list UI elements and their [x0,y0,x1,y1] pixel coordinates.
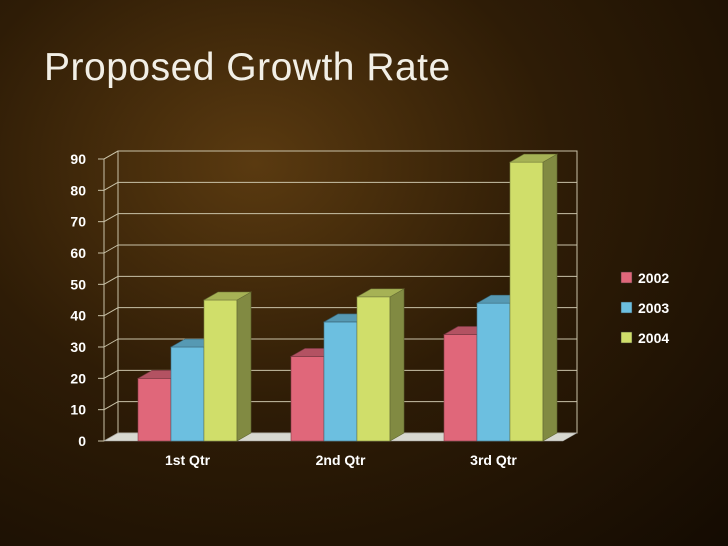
legend-swatch [620,301,633,314]
bar-2004-1 [355,288,406,442]
gridline-side [103,275,119,285]
bar-front [170,346,205,442]
chart-bars [136,153,559,442]
gridline-side [103,369,119,379]
legend-swatch [620,331,633,344]
legend-label: 2002 [638,270,669,286]
bar-side [236,291,252,442]
bar-side [542,153,558,442]
gridline-side [103,307,119,317]
x-tick-label: 3rd Qtr [470,452,517,468]
y-tick-label: 40 [70,308,86,324]
y-tick-label: 10 [70,402,86,418]
x-tick-label: 1st Qtr [165,452,211,468]
bar-front [323,321,358,442]
bar-top [508,153,559,163]
gridline-side [103,401,119,411]
y-tick-label: 80 [70,182,86,198]
y-axis-ticks: 0 10 20 30 40 50 60 70 80 90 [70,151,104,449]
legend-label: 2004 [638,330,669,346]
side-wall-top [103,150,119,160]
bar-top [355,288,406,298]
bar-2004-2 [508,153,559,442]
bar-side [389,288,405,442]
gridline-side [103,244,119,254]
gridline-side [103,338,119,348]
x-axis-ticks: 1st Qtr 2nd Qtr 3rd Qtr [165,452,517,468]
bar-top [202,291,253,301]
x-tick-label: 2nd Qtr [316,452,366,468]
bar-front [137,378,172,442]
gridline-side [103,213,119,223]
bar-front [509,161,544,442]
legend-label: 2003 [638,300,669,316]
legend-swatch [620,271,633,284]
slide-title: Proposed Growth Rate [44,46,451,89]
y-tick-label: 50 [70,276,86,292]
bar-front [356,296,391,442]
bar-front [476,302,511,442]
y-tick-label: 70 [70,214,86,230]
bar-front [290,356,325,442]
bar-front [443,334,478,442]
y-tick-label: 20 [70,370,86,386]
bar-2004-0 [202,291,253,442]
y-tick-label: 60 [70,245,86,261]
y-tick-label: 0 [78,433,86,449]
bar-front [203,299,238,442]
y-tick-label: 90 [70,151,86,167]
gridline-side [103,181,119,191]
chart-legend: 2002 2003 2004 [620,270,669,346]
y-tick-label: 30 [70,339,86,355]
